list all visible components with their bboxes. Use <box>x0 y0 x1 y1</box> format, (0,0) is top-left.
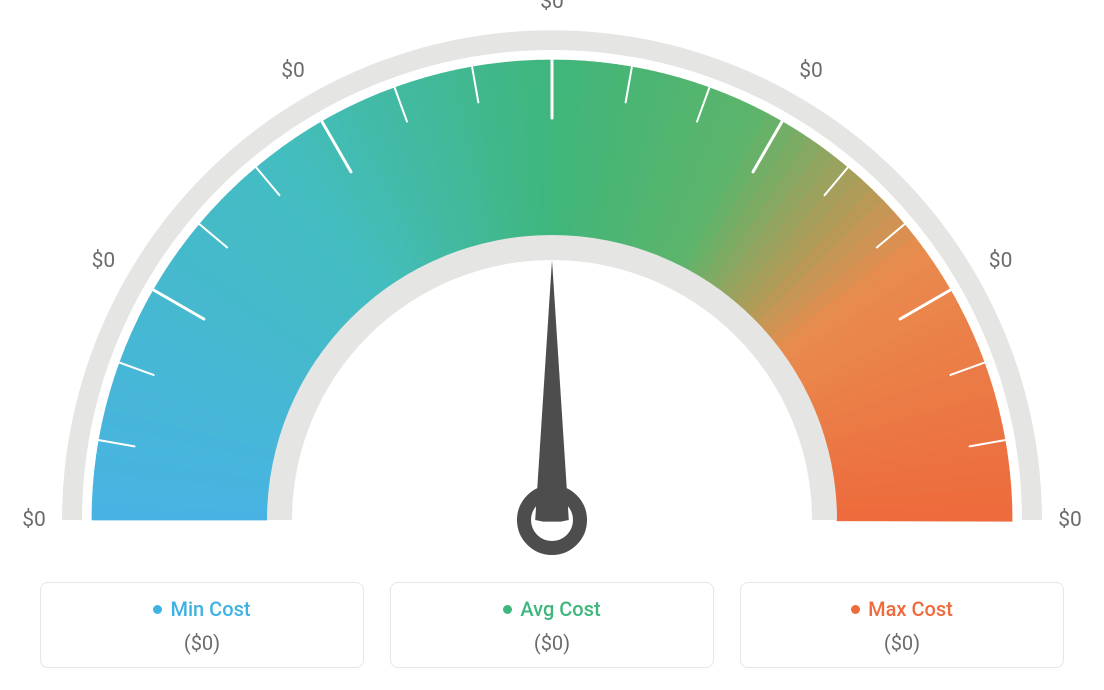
legend-card-min: Min Cost ($0) <box>40 582 364 668</box>
gauge-tick-label: $0 <box>281 59 305 83</box>
gauge-tick-label: $0 <box>1058 508 1082 532</box>
legend-label-avg: Avg Cost <box>520 597 600 621</box>
gauge-tick-label: $0 <box>540 0 564 14</box>
legend-dot-max <box>851 605 860 614</box>
legend-value-max: ($0) <box>751 631 1053 655</box>
gauge-tick-label: $0 <box>22 508 46 532</box>
legend-dot-min <box>153 605 162 614</box>
gauge-tick-label: $0 <box>799 59 823 83</box>
legend-label-max: Max Cost <box>868 597 953 621</box>
legend-dot-avg <box>503 605 512 614</box>
legend-value-min: ($0) <box>51 631 353 655</box>
legend-label-min: Min Cost <box>170 597 250 621</box>
legend: Min Cost ($0) Avg Cost ($0) Max Cost ($0… <box>40 582 1064 668</box>
gauge-tick-label: $0 <box>989 249 1013 273</box>
legend-title-min: Min Cost <box>153 597 250 621</box>
legend-card-max: Max Cost ($0) <box>740 582 1064 668</box>
legend-title-avg: Avg Cost <box>503 597 600 621</box>
legend-value-avg: ($0) <box>401 631 703 655</box>
gauge-svg <box>0 0 1104 560</box>
gauge-area: $0 $0 $0 $0 $0 $0 $0 <box>0 0 1104 560</box>
gauge-chart-container: $0 $0 $0 $0 $0 $0 $0 Min Cost ($0) Avg Cost ($… <box>0 0 1104 690</box>
gauge-tick-label: $0 <box>92 249 116 273</box>
legend-card-avg: Avg Cost ($0) <box>390 582 714 668</box>
legend-title-max: Max Cost <box>851 597 953 621</box>
